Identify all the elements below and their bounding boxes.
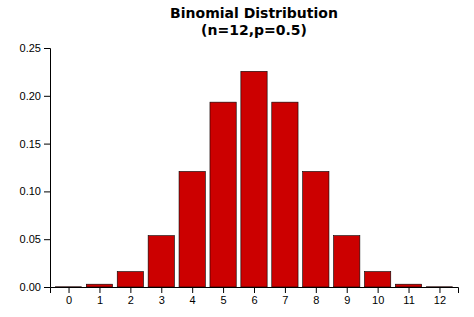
y-tick: 0.25	[20, 42, 50, 54]
x-tick-mark	[254, 287, 255, 293]
x-tick-mark	[439, 287, 440, 293]
bar	[179, 171, 205, 287]
bar	[365, 272, 391, 287]
x-tick-label: 7	[282, 294, 288, 306]
y-tick-mark	[44, 191, 50, 192]
x-tick-mark	[409, 287, 410, 293]
x-tick-label: 5	[221, 294, 227, 306]
y-tick-mark	[44, 239, 50, 240]
y-tick-label: 0.00	[20, 281, 41, 293]
x-tick-label: 1	[97, 294, 103, 306]
chart: 0.000.050.100.150.200.250123456789101112…	[0, 0, 474, 317]
bar	[86, 284, 112, 287]
x-tick: 6	[251, 287, 257, 306]
x-tick-mark	[347, 287, 348, 293]
y-tick: 0.05	[20, 233, 50, 245]
y-tick-label: 0.20	[20, 90, 41, 102]
bar	[148, 236, 174, 287]
y-tick-label: 0.10	[20, 185, 41, 197]
x-axis-line	[51, 288, 459, 294]
y-tick-label: 0.25	[20, 42, 41, 54]
bar	[395, 284, 421, 287]
x-tick-label: 4	[190, 294, 196, 306]
title-line: (n=12,p=0.5)	[201, 22, 307, 38]
x-tick-label: 9	[344, 294, 350, 306]
y-tick-mark	[44, 144, 50, 145]
x-tick-label: 3	[159, 294, 165, 306]
bar	[55, 286, 81, 287]
y-tick-mark	[44, 48, 50, 49]
bar	[210, 102, 236, 287]
x-tick-mark	[69, 287, 70, 293]
x-tick: 11	[403, 287, 414, 306]
y-axis-line	[44, 49, 51, 288]
x-tick-mark	[99, 287, 100, 293]
y-tick-mark	[44, 287, 50, 288]
y-tick: 0.00	[20, 281, 50, 293]
y-tick: 0.20	[20, 90, 50, 102]
x-tick-label: 12	[434, 294, 446, 306]
bar	[426, 286, 452, 287]
x-tick-label: 10	[372, 294, 384, 306]
bar	[334, 236, 360, 287]
y-tick: 0.15	[20, 138, 50, 150]
x-tick-label: 8	[313, 294, 319, 306]
x-tick-label: 11	[403, 294, 414, 306]
bar	[241, 71, 267, 287]
bars	[55, 71, 452, 287]
x-tick: 8	[313, 287, 319, 306]
x-tick-mark	[130, 287, 131, 293]
bar	[303, 171, 329, 287]
plot: 0.000.050.100.150.200.250123456789101112	[20, 42, 459, 306]
x-tick-label: 0	[66, 294, 72, 306]
x-tick-mark	[378, 287, 379, 293]
x-tick-mark	[316, 287, 317, 293]
bar	[272, 102, 298, 287]
x-tick: 10	[372, 287, 384, 306]
y-tick-label: 0.15	[20, 138, 41, 150]
title-line: Binomial Distribution	[170, 5, 338, 21]
x-tick-mark	[285, 287, 286, 293]
x-tick-mark	[192, 287, 193, 293]
x-tick-mark	[223, 287, 224, 293]
x-tick: 9	[344, 287, 350, 306]
x-tick: 0	[66, 287, 72, 306]
y-axis: 0.00 0.05 0.10 0.15 0.20 0.25	[20, 42, 51, 293]
bar	[117, 272, 143, 287]
y-tick-label: 0.05	[20, 233, 41, 245]
y-tick: 0.10	[20, 185, 50, 197]
x-tick-label: 6	[251, 294, 257, 306]
x-tick: 7	[282, 287, 288, 306]
x-tick: 4	[190, 287, 196, 306]
x-tick: 2	[128, 287, 134, 306]
title: Binomial Distribution(n=12,p=0.5)	[170, 5, 338, 38]
x-tick: 5	[221, 287, 227, 306]
x-tick: 1	[97, 287, 103, 306]
x-tick: 3	[159, 287, 165, 306]
x-tick-mark	[161, 287, 162, 293]
x-tick: 12	[434, 287, 446, 306]
x-axis: 0123456789101112	[51, 287, 459, 306]
x-tick-label: 2	[128, 294, 134, 306]
y-tick-mark	[44, 96, 50, 97]
